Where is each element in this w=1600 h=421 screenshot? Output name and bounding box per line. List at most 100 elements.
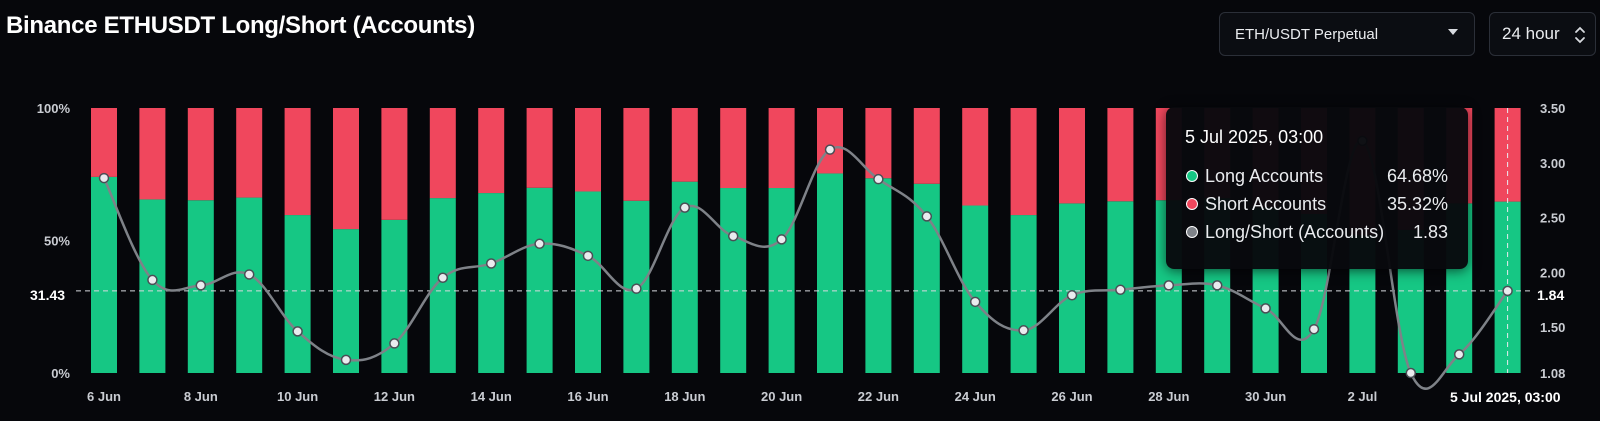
ratio-point [1405,367,1417,379]
ratio-point [1018,325,1029,336]
right-axis-tick-label: 3.50 [1540,101,1565,116]
ratio-point [195,280,207,291]
ratio-point [1066,290,1078,301]
long-bar [865,178,892,373]
long-bar [817,173,843,373]
left-axis-tick-label: 100% [37,101,71,116]
tooltip-row-ratio: Long/Short (Accounts) 1.83 [1185,218,1448,246]
short-bar [284,108,311,216]
short-bar [139,108,166,200]
market-select-value: ETH/USDT Perpetual [1235,25,1379,43]
long-bar [91,176,117,373]
ratio-point [921,211,933,222]
long-bar [333,229,359,373]
tooltip-row-long: Long Accounts 64.68% [1185,162,1448,190]
ratio-point [534,238,545,250]
x-axis-tick-label: 12 Jun [374,389,415,404]
long-bar [284,215,311,373]
ratio-point [1260,303,1271,314]
tooltip-row-label: Short Accounts [1205,193,1327,214]
short-bar [913,108,940,184]
tooltip-date: 5 Jul 2025, 03:00 [1185,127,1324,147]
x-axis-tick-label: 30 Jun [1245,389,1286,404]
ratio-point [1502,285,1513,297]
x-axis-tick-label: 22 Jun [858,389,899,404]
short-bar [768,108,795,189]
ratio-point [582,250,594,262]
ratio-point [1163,280,1175,291]
chevron-down-icon [1448,29,1458,35]
ratio-point [776,234,787,245]
tooltip-row-value: 35.32% [1386,193,1448,214]
long-bar [526,187,553,373]
ratio-point [1211,280,1223,291]
right-axis-tick-label: 2.00 [1540,265,1565,280]
time-range-value: 24 hour [1502,24,1560,43]
short-bar [575,108,601,192]
ratio-point [631,283,642,294]
ratio-point [1308,323,1320,335]
time-range-select[interactable]: 24 hour [1489,12,1596,56]
x-axis-tick-label: 6 Jun [87,389,121,404]
short-bar [187,108,214,201]
left-axis-tick-label: 0% [51,366,70,381]
short-bar [865,108,892,179]
right-axis-tick-label: 3.00 [1540,156,1565,171]
crosshair-left-value: 31.43 [30,287,66,303]
tooltip-row-value: 64.68% [1386,165,1448,186]
ratio-point [824,144,836,155]
short-bar [526,108,553,188]
ratio-point [727,230,739,242]
short-bar [671,108,698,182]
ratio-point [292,326,303,337]
x-axis-tick-label: 28 Jun [1148,389,1189,404]
short-bar [91,108,117,177]
long-bar [478,193,505,373]
long-bar [720,188,747,373]
x-axis-tick-label: 16 Jun [567,389,608,404]
short-bar [623,108,650,201]
short-bar [1107,108,1134,202]
long-bar [429,198,456,373]
short-bar [1059,108,1085,204]
right-axis-tick-label: 1.08 [1540,366,1565,381]
ratio-legend-dot-icon [1186,226,1198,238]
x-axis-tick-label: 18 Jun [664,389,705,404]
tooltip-row-label: Long/Short (Accounts) [1205,221,1385,242]
short-bar [1010,108,1037,216]
market-select[interactable]: ETH/USDT Perpetual [1219,12,1475,56]
long-bar [1059,203,1085,373]
x-axis-tick-label: 14 Jun [471,389,512,404]
short-bar [478,108,505,194]
tooltip-row-value: 1.83 [1412,221,1448,242]
ratio-point [340,354,352,366]
tooltip-row-label: Long Accounts [1205,165,1324,186]
tooltip-row-short: Short Accounts 35.32% [1185,190,1448,218]
ratio-point [1453,349,1465,360]
long-bar [575,191,601,373]
right-axis-tick-label: 1.50 [1540,320,1565,335]
long-bar [768,188,795,373]
ratio-point [485,258,497,269]
x-axis-tick-label: 26 Jun [1051,389,1092,404]
x-axis-tick-label: 20 Jun [761,389,802,404]
short-bar [817,108,843,174]
short-bar [333,108,359,230]
short-bar [962,108,989,206]
page-title: Binance ETHUSDT Long/Short (Accounts) [6,12,475,39]
ratio-point [437,272,449,283]
short-bar [236,108,263,198]
short-bar [381,108,408,220]
crosshair-x-label: 5 Jul 2025, 03:00 [1450,389,1561,405]
x-axis-tick-label: 2 Jul [1348,389,1378,404]
right-axis-tick-label: 2.50 [1540,211,1565,226]
x-axis-tick-label: 24 Jun [955,389,996,404]
up-down-chevron-icon [1575,26,1585,44]
ratio-point [969,296,981,308]
chart-tooltip: 5 Jul 2025, 03:00 Long Accounts 64.68% S… [1166,107,1468,269]
ratio-point [243,269,255,280]
x-axis-tick-label: 8 Jun [184,389,218,404]
ratio-point [1115,284,1126,296]
long-legend-dot-icon [1186,170,1198,182]
crosshair-right-value: 1.84 [1537,287,1565,303]
